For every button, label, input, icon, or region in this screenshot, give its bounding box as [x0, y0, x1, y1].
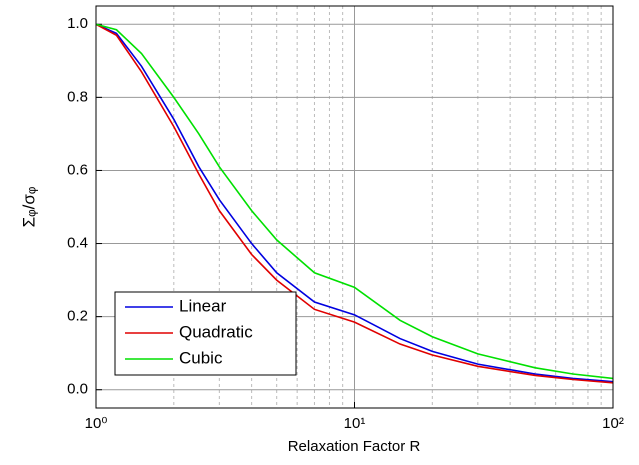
x-tick-label: 10⁰	[85, 415, 108, 432]
line-series	[95, 23, 614, 380]
legend-label: Cubic	[179, 348, 223, 367]
y-tick-label: 0.2	[67, 308, 88, 325]
x-tick-label: 10²	[602, 415, 624, 432]
y-tick-label: 0.8	[67, 88, 88, 105]
x-tick-label: 10¹	[344, 415, 366, 432]
y-tick-label: 0.4	[67, 235, 88, 252]
y-tick-label: 1.0	[67, 15, 88, 32]
legend-label: Linear	[179, 296, 227, 315]
line-series	[95, 23, 614, 383]
plot-frame	[95, 5, 614, 409]
legend-label: Quadratic	[179, 322, 253, 341]
y-tick-label: 0.6	[67, 161, 88, 178]
y-axis-label: Σᵩ/σᵩ	[19, 186, 38, 227]
x-axis-label: Relaxation Factor R	[288, 438, 421, 455]
y-tick-label: 0.0	[67, 381, 88, 398]
